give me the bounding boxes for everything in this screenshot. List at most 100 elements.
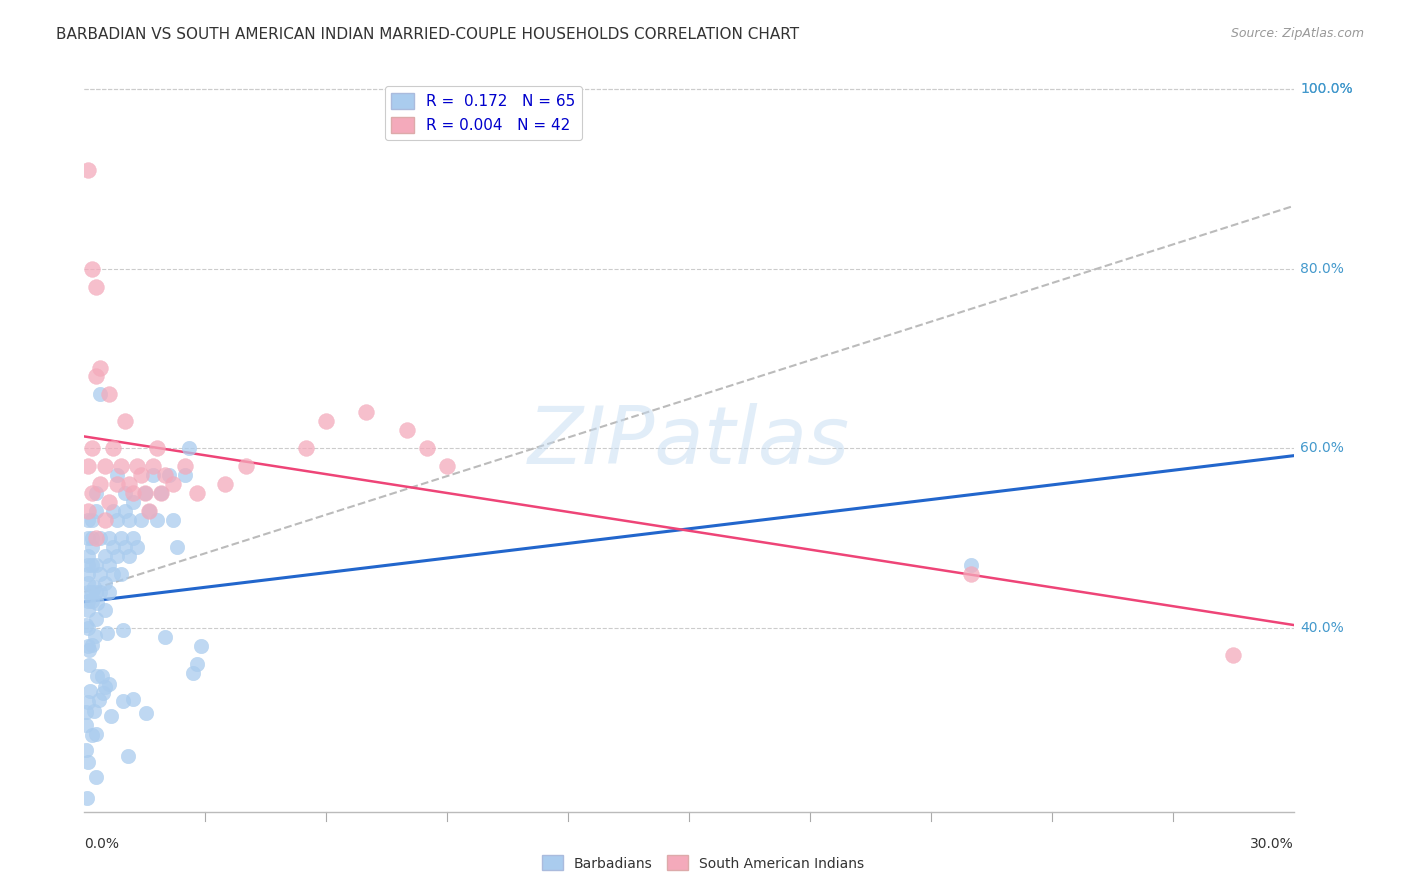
Point — [146, 442, 169, 456]
Point — [77, 531, 100, 545]
Point — [91, 685, 114, 699]
Point — [83, 580, 105, 594]
Point — [76, 791, 98, 805]
Point — [89, 477, 111, 491]
Point — [166, 540, 188, 554]
Text: ZIPatlas: ZIPatlas — [527, 402, 851, 481]
Point — [174, 468, 197, 483]
Point — [89, 360, 111, 375]
Point — [105, 513, 128, 527]
Point — [77, 163, 100, 178]
Point — [84, 770, 107, 784]
Point — [153, 468, 176, 483]
Point — [142, 459, 165, 474]
Legend: Barbadians, South American Indians: Barbadians, South American Indians — [537, 850, 869, 876]
Point — [77, 566, 100, 581]
Legend: R =  0.172   N = 65, R = 0.004   N = 42: R = 0.172 N = 65, R = 0.004 N = 42 — [385, 87, 582, 139]
Point — [97, 585, 120, 599]
Point — [179, 442, 201, 456]
Point — [82, 513, 104, 527]
Point — [83, 705, 105, 719]
Point — [134, 486, 156, 500]
Point — [181, 665, 204, 680]
Point — [121, 486, 143, 500]
Point — [93, 549, 115, 563]
Point — [214, 477, 236, 491]
Point — [77, 585, 100, 599]
Point — [82, 540, 104, 554]
Text: 0.0%: 0.0% — [84, 837, 120, 851]
Point — [149, 486, 172, 500]
Point — [110, 531, 132, 545]
Point — [93, 603, 115, 617]
Point — [82, 531, 104, 545]
Point — [149, 486, 172, 500]
Point — [97, 677, 120, 691]
Point — [97, 531, 120, 545]
Point — [186, 486, 208, 500]
Point — [86, 504, 108, 518]
Point — [416, 442, 439, 456]
Point — [94, 680, 117, 694]
Point — [101, 566, 124, 581]
Point — [118, 477, 141, 491]
Point — [112, 624, 135, 638]
Point — [77, 639, 100, 653]
Point — [174, 459, 197, 474]
Point — [89, 566, 111, 581]
Point — [75, 705, 97, 719]
Point — [86, 585, 108, 599]
Point — [110, 459, 132, 474]
Point — [356, 405, 378, 419]
Point — [135, 706, 157, 720]
Point — [142, 468, 165, 483]
Point — [82, 558, 104, 572]
Point — [114, 540, 136, 554]
Point — [82, 442, 104, 456]
Point — [117, 749, 139, 764]
Point — [157, 468, 180, 483]
Point — [89, 387, 111, 401]
Point — [101, 540, 124, 554]
Point — [960, 558, 983, 572]
Point — [101, 442, 124, 456]
Point — [77, 549, 100, 563]
Point — [82, 261, 104, 276]
Point — [93, 513, 115, 527]
Point — [93, 459, 115, 474]
Point — [129, 513, 152, 527]
Point — [82, 728, 104, 742]
Point — [77, 603, 100, 617]
Point — [146, 513, 169, 527]
Point — [186, 657, 208, 671]
Point — [93, 575, 115, 590]
Text: 60.0%: 60.0% — [1301, 442, 1344, 455]
Point — [77, 643, 100, 657]
Point — [84, 612, 107, 626]
Point — [86, 369, 108, 384]
Point — [190, 639, 212, 653]
Point — [75, 743, 97, 757]
Point — [105, 477, 128, 491]
Point — [75, 618, 97, 632]
Point — [118, 549, 141, 563]
Point — [86, 558, 108, 572]
Point — [77, 756, 100, 770]
Point — [79, 657, 101, 672]
Text: Source: ZipAtlas.com: Source: ZipAtlas.com — [1230, 27, 1364, 40]
Point — [77, 504, 100, 518]
Point — [89, 692, 111, 706]
Point — [82, 486, 104, 500]
Point — [100, 709, 122, 723]
Point — [125, 459, 148, 474]
Point — [114, 504, 136, 518]
Point — [101, 504, 124, 518]
Point — [105, 468, 128, 483]
Point — [110, 566, 132, 581]
Point — [83, 629, 105, 643]
Text: 100.0%: 100.0% — [1301, 82, 1353, 96]
Point — [77, 575, 100, 590]
Point — [114, 414, 136, 428]
Point — [162, 513, 184, 527]
Point — [960, 566, 983, 581]
